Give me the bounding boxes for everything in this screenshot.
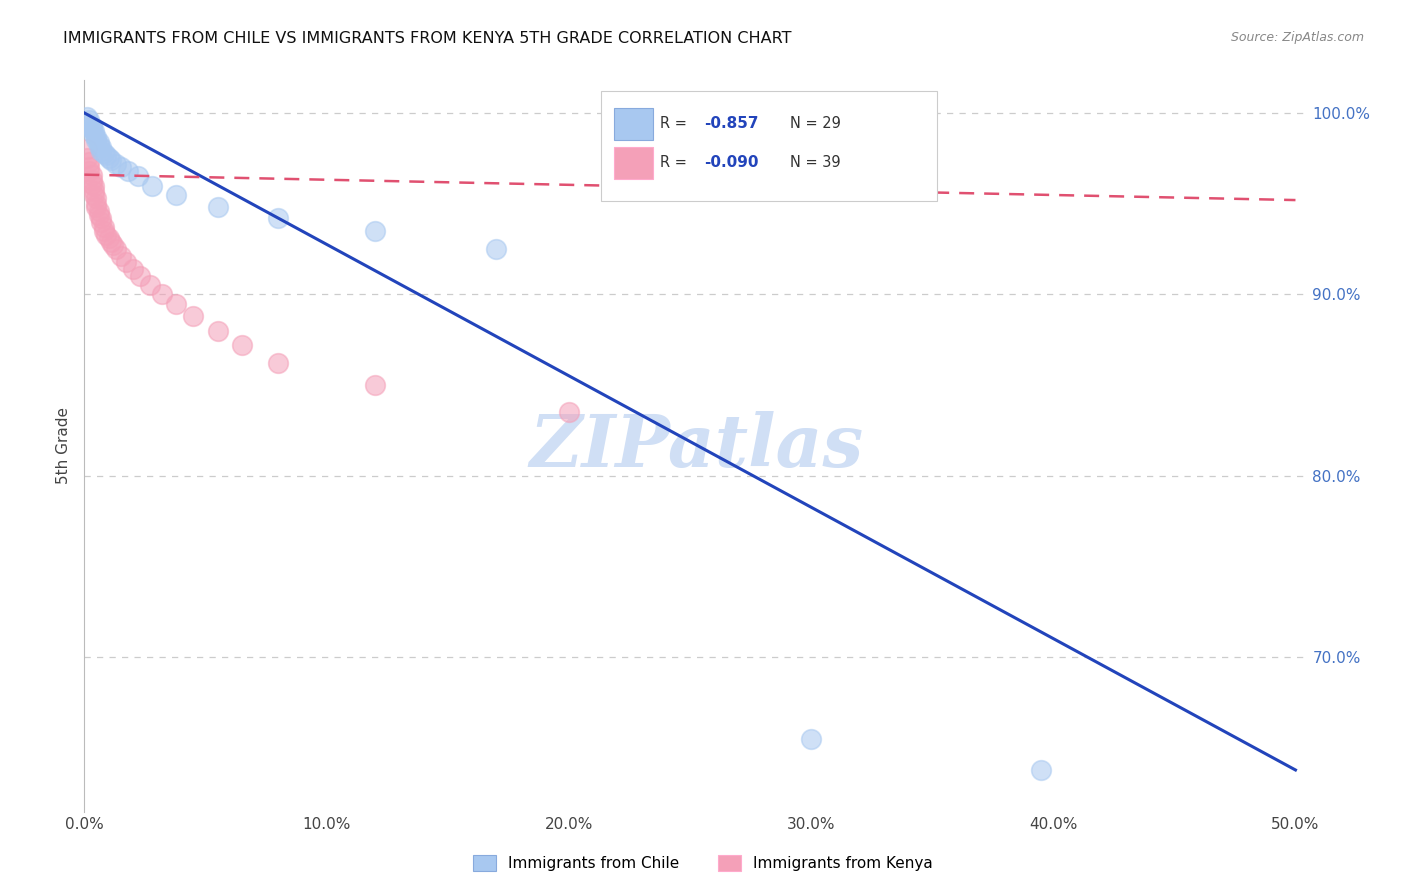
Point: [90, 144, 112, 158]
Point: [267, 356, 290, 370]
Point: [183, 310, 205, 324]
Text: N = 39: N = 39: [790, 154, 841, 169]
Point: [100, 153, 122, 168]
Point: [90, 140, 112, 154]
Point: [207, 324, 229, 338]
Point: [86, 196, 108, 211]
Text: ZIPatlas: ZIPatlas: [529, 410, 863, 482]
Point: [100, 235, 122, 249]
Point: [87, 138, 110, 153]
Point: [83, 124, 105, 138]
Text: -0.090: -0.090: [704, 154, 759, 169]
Point: [139, 278, 162, 293]
Point: [121, 262, 143, 277]
Point: [76, 142, 98, 156]
Point: [110, 161, 132, 175]
Point: [800, 732, 823, 747]
Point: [165, 187, 187, 202]
Point: [83, 178, 105, 193]
Text: N = 29: N = 29: [790, 116, 841, 131]
Text: Source: ZipAtlas.com: Source: ZipAtlas.com: [1230, 31, 1364, 45]
Point: [117, 164, 139, 178]
Point: [96, 147, 118, 161]
Point: [80, 177, 103, 191]
Point: [364, 224, 387, 238]
Point: [90, 211, 112, 226]
Text: -0.857: -0.857: [704, 116, 759, 131]
Point: [90, 215, 112, 229]
Point: [80, 173, 103, 187]
Point: [86, 133, 108, 147]
Point: [873, 178, 896, 193]
Y-axis label: 5th Grade: 5th Grade: [56, 408, 72, 484]
Point: [93, 220, 115, 235]
Point: [86, 191, 108, 205]
Point: [87, 204, 110, 219]
Point: [96, 227, 118, 242]
Text: R =: R =: [661, 154, 692, 169]
FancyBboxPatch shape: [614, 108, 654, 140]
Point: [97, 151, 120, 165]
Point: [77, 161, 100, 175]
Point: [86, 129, 108, 144]
Point: [83, 184, 105, 198]
Point: [77, 117, 100, 131]
Point: [364, 378, 387, 392]
Point: [80, 122, 103, 136]
Point: [93, 224, 115, 238]
Point: [77, 113, 100, 128]
Point: [558, 405, 581, 419]
Point: [86, 200, 108, 214]
Text: IMMIGRANTS FROM CHILE VS IMMIGRANTS FROM KENYA 5TH GRADE CORRELATION CHART: IMMIGRANTS FROM CHILE VS IMMIGRANTS FROM…: [63, 31, 792, 46]
Point: [1029, 763, 1052, 777]
Point: [87, 135, 110, 149]
Point: [231, 338, 253, 352]
Point: [150, 287, 173, 301]
FancyBboxPatch shape: [600, 91, 936, 201]
Point: [83, 128, 105, 142]
Point: [104, 242, 127, 256]
Point: [77, 164, 100, 178]
Point: [485, 242, 508, 256]
Point: [267, 211, 290, 226]
Point: [165, 296, 187, 310]
Point: [77, 155, 100, 169]
Point: [114, 254, 136, 268]
Point: [110, 249, 132, 263]
Text: R =: R =: [661, 116, 692, 131]
Point: [80, 119, 103, 133]
Point: [93, 145, 115, 160]
Legend: Immigrants from Chile, Immigrants from Kenya: Immigrants from Chile, Immigrants from K…: [467, 849, 939, 877]
Point: [76, 110, 98, 124]
Point: [129, 269, 152, 284]
Point: [80, 168, 103, 182]
Point: [83, 187, 105, 202]
Point: [97, 231, 120, 245]
Point: [127, 169, 149, 184]
Point: [103, 238, 125, 252]
Point: [87, 208, 110, 222]
Point: [207, 200, 229, 214]
Point: [76, 151, 98, 165]
Point: [141, 178, 163, 193]
FancyBboxPatch shape: [614, 147, 654, 179]
Point: [104, 157, 127, 171]
